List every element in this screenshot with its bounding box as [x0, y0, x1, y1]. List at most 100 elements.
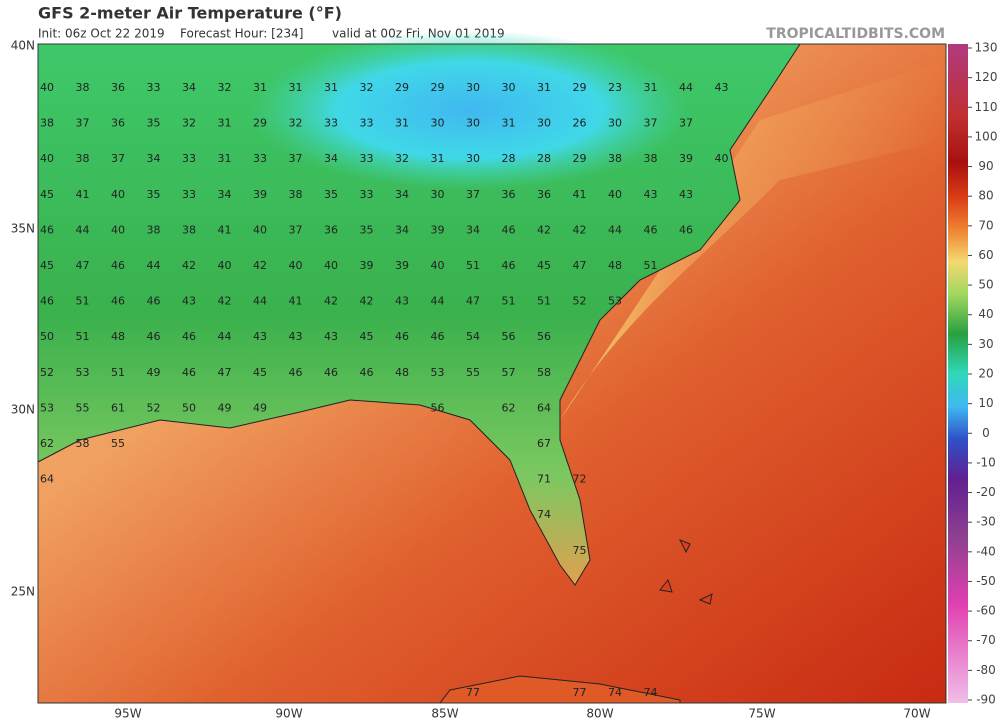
station-temp: 40	[324, 259, 338, 272]
colorbar-label: 70	[978, 218, 993, 232]
station-temp: 43	[395, 295, 409, 308]
station-temp: 49	[147, 366, 161, 379]
station-temp: 47	[218, 366, 232, 379]
title: GFS 2-meter Air Temperature (°F)	[38, 4, 342, 23]
islands	[659, 539, 713, 605]
station-temp: 42	[360, 295, 374, 308]
station-temp: 49	[253, 401, 267, 414]
ocean-shading	[560, 60, 946, 420]
station-temp: 33	[324, 117, 338, 130]
source: TROPICALTIDBITS.COM	[766, 26, 945, 42]
station-temp: 38	[644, 152, 658, 165]
station-temp: 51	[537, 295, 551, 308]
station-temp: 38	[76, 152, 90, 165]
colorbar-label: 90	[978, 159, 993, 173]
station-temp: 47	[466, 295, 480, 308]
station-temp: 42	[182, 259, 196, 272]
station-temp: 44	[76, 223, 90, 236]
station-temp: 40	[40, 152, 54, 165]
colorbar-label: 40	[978, 307, 993, 321]
station-temp: 72	[573, 473, 587, 486]
station-temp: 44	[608, 223, 622, 236]
station-temp: 42	[253, 259, 267, 272]
station-temp: 45	[253, 366, 267, 379]
station-temp: 29	[395, 81, 409, 94]
station-temp: 62	[40, 437, 54, 450]
station-temp: 46	[147, 330, 161, 343]
station-temp: 33	[360, 152, 374, 165]
station-temp: 46	[289, 366, 303, 379]
station-temp: 51	[76, 295, 90, 308]
station-temp: 30	[502, 81, 516, 94]
station-temp: 39	[431, 223, 445, 236]
station-temp: 39	[679, 152, 693, 165]
station-temp: 33	[253, 152, 267, 165]
station-temp: 43	[679, 188, 693, 201]
station-temp: 51	[466, 259, 480, 272]
station-temp: 55	[76, 401, 90, 414]
station-temp: 46	[360, 366, 374, 379]
station-temp: 30	[466, 81, 480, 94]
station-temp: 38	[608, 152, 622, 165]
station-temp: 37	[289, 152, 303, 165]
station-temp: 45	[537, 259, 551, 272]
station-temp: 33	[147, 81, 161, 94]
station-temp: 46	[324, 366, 338, 379]
station-temp: 46	[395, 330, 409, 343]
colorbar-label: 10	[978, 396, 993, 410]
station-temp: 30	[608, 117, 622, 130]
station-temp: 41	[289, 295, 303, 308]
station-temp: 55	[466, 366, 480, 379]
station-temp: 39	[253, 188, 267, 201]
lon-label: 95W	[114, 707, 141, 721]
land	[37, 43, 801, 586]
station-temp: 58	[76, 437, 90, 450]
lat-label: 25N	[11, 585, 35, 599]
station-temp: 49	[218, 401, 232, 414]
station-temp: 56	[537, 330, 551, 343]
station-temp: 46	[502, 259, 516, 272]
station-temp: 37	[466, 188, 480, 201]
lat-label: 40N	[11, 39, 35, 53]
station-temp: 52	[147, 401, 161, 414]
station-temp: 36	[111, 117, 125, 130]
station-temp: 44	[218, 330, 232, 343]
station-temp: 31	[395, 117, 409, 130]
station-temp: 51	[76, 330, 90, 343]
station-temp: 43	[324, 330, 338, 343]
station-temp: 23	[608, 81, 622, 94]
station-temp: 47	[76, 259, 90, 272]
forecast-hour: Forecast Hour: [234]	[180, 27, 303, 41]
lon-label: 80W	[586, 707, 613, 721]
map-frame	[37, 43, 947, 704]
station-temp: 74	[644, 686, 658, 699]
station-temp: 53	[76, 366, 90, 379]
station-temp: 47	[573, 259, 587, 272]
colorbar-label: 50	[978, 278, 993, 292]
station-temp: 34	[324, 152, 338, 165]
station-temp: 36	[324, 223, 338, 236]
lon-label: 85W	[431, 707, 458, 721]
station-temp: 34	[466, 223, 480, 236]
station-temp: 34	[218, 188, 232, 201]
station-temp: 32	[360, 81, 374, 94]
station-temp: 61	[111, 401, 125, 414]
station-temp: 29	[573, 81, 587, 94]
station-temp: 46	[182, 330, 196, 343]
station-temp: 38	[182, 223, 196, 236]
colorbar-label: 80	[978, 189, 993, 203]
station-temp: 35	[147, 117, 161, 130]
station-temp: 56	[502, 330, 516, 343]
station-temp: 52	[40, 366, 54, 379]
colorbar	[948, 44, 968, 703]
colorbar-label: 60	[978, 248, 993, 262]
station-temp: 51	[502, 295, 516, 308]
station-temp: 40	[218, 259, 232, 272]
station-temp: 71	[537, 473, 551, 486]
colorbar-label: 110	[975, 100, 998, 114]
station-temp: 40	[253, 223, 267, 236]
station-temp: 41	[76, 188, 90, 201]
colorbar-label: -10	[976, 455, 996, 469]
station-temp: 58	[537, 366, 551, 379]
